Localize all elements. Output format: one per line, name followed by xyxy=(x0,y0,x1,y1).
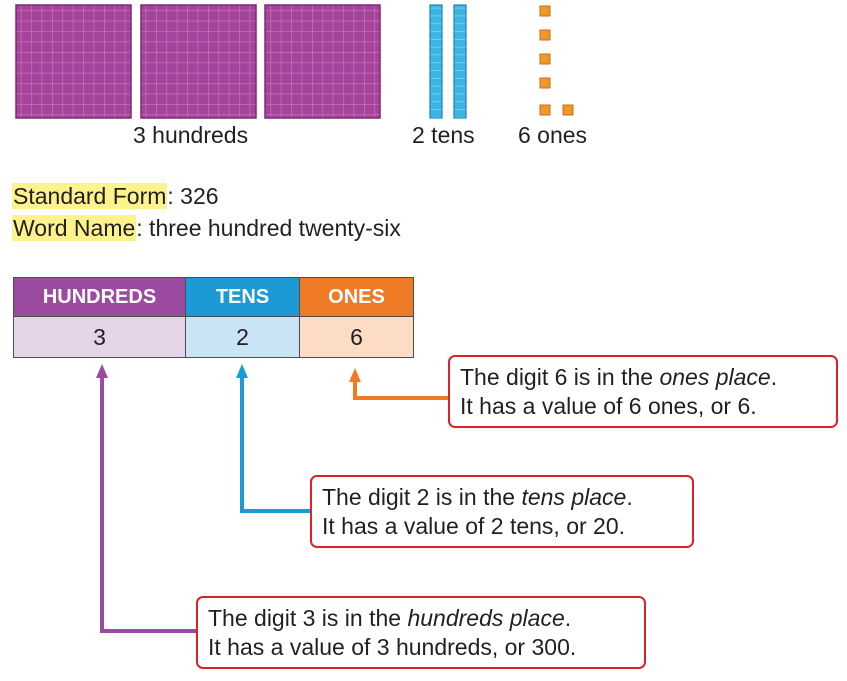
tens-rod-1 xyxy=(429,4,443,119)
ones-callout: The digit 6 is in the ones place. It has… xyxy=(448,355,838,428)
hundreds-flat-1 xyxy=(15,4,132,119)
word-name-value: : three hundred twenty-six xyxy=(136,215,401,241)
tens-caption: 2 tens xyxy=(412,122,475,148)
header-tens: TENS xyxy=(185,277,300,317)
tens-callout-text: The digit 2 is in the xyxy=(322,484,522,510)
digit-tens: 2 xyxy=(185,316,300,358)
hundreds-flat-2 xyxy=(140,4,257,119)
tens-rod-2 xyxy=(453,4,467,119)
hundreds-flat-3 xyxy=(264,4,381,119)
tens-connector-arrow xyxy=(236,364,311,513)
hundreds-callout: The digit 3 is in the hundreds place. It… xyxy=(196,596,646,669)
hundreds-connector-arrow xyxy=(96,364,197,633)
tens-callout-line2: It has a value of 2 tens, or 20. xyxy=(322,513,626,539)
hundreds-caption: 3 hundreds xyxy=(133,122,249,148)
ones-callout-line2: It has a value of 6 ones, or 6. xyxy=(460,393,757,419)
place-value-chart: HUNDREDS TENS ONES 3 2 6 xyxy=(13,277,414,358)
hundreds-callout-place: hundreds place xyxy=(407,605,565,631)
hundreds-callout-period: . xyxy=(564,605,572,631)
ones-cube xyxy=(539,5,574,116)
standard-form-value: : 326 xyxy=(167,183,219,209)
standard-form-line: Standard Form: 326 xyxy=(12,183,219,210)
digit-hundreds: 3 xyxy=(13,316,186,358)
header-hundreds: HUNDREDS xyxy=(13,277,186,317)
ones-callout-line1: The digit 6 is in the ones place. xyxy=(460,363,826,392)
header-ones: ONES xyxy=(299,277,414,317)
ones-callout-place: ones place xyxy=(659,364,771,390)
tens-callout-period: . xyxy=(626,484,633,510)
ones-caption: 6 ones xyxy=(518,122,588,148)
ones-connector-arrow xyxy=(349,368,449,400)
word-name-line: Word Name: three hundred twenty-six xyxy=(12,215,401,242)
standard-form-label: Standard Form xyxy=(12,183,168,209)
hundreds-callout-line2: It has a value of 3 hundreds, or 300. xyxy=(208,634,577,660)
hundreds-callout-line1: The digit 3 is in the hundreds place. xyxy=(208,604,634,633)
ones-callout-period: . xyxy=(770,364,778,390)
word-name-label: Word Name xyxy=(12,215,137,241)
hundreds-callout-text: The digit 3 is in the xyxy=(208,605,408,631)
tens-callout-line1: The digit 2 is in the tens place. xyxy=(322,483,682,512)
tens-callout: The digit 2 is in the tens place. It has… xyxy=(310,475,694,548)
tens-callout-place: tens place xyxy=(521,484,627,510)
digit-ones: 6 xyxy=(299,316,414,358)
ones-callout-text: The digit 6 is in the xyxy=(460,364,660,390)
